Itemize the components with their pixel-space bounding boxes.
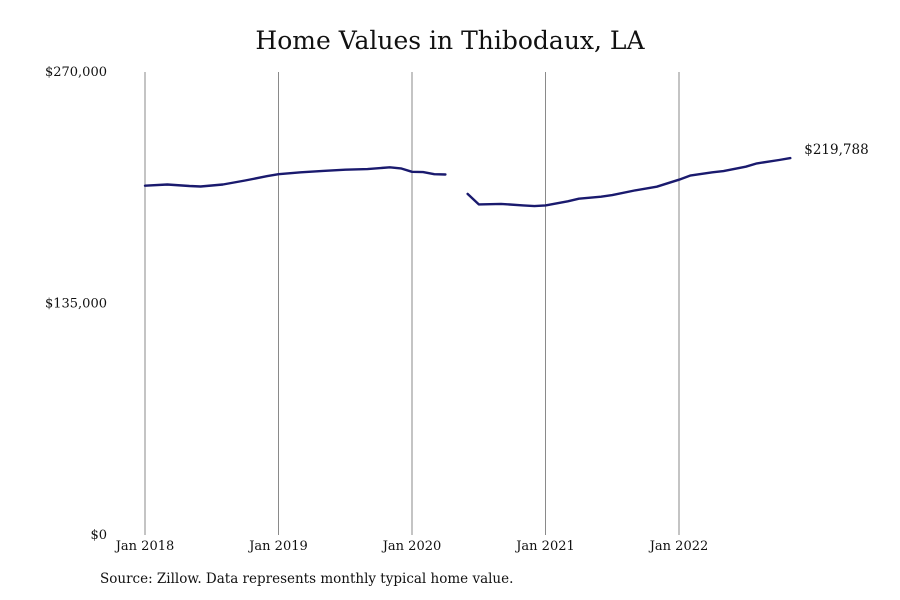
x-tick-label: Jan 2022: [648, 539, 709, 554]
end-value-label-group: $219,788: [804, 142, 868, 158]
chart-title: Home Values in Thibodaux, LA: [255, 26, 645, 55]
x-tick-label: Jan 2020: [381, 539, 442, 554]
x-tick-label: Jan 2019: [247, 539, 308, 554]
end-value-label: $219,788: [804, 142, 868, 158]
x-tick-label: Jan 2021: [514, 539, 575, 554]
x-axis-ticks: Jan 2018 Jan 2019 Jan 2020 Jan 2021 Jan 2022: [114, 539, 709, 554]
series-line-segment: [143, 166, 447, 188]
x-tick-label: Jan 2018: [114, 539, 175, 554]
y-tick-label: $135,000: [45, 297, 107, 312]
y-tick-label: $0: [90, 528, 107, 543]
series-line: [143, 156, 792, 208]
y-tick-label: $270,000: [45, 65, 107, 80]
y-axis-ticks: $0 $135,000 $270,000: [45, 65, 107, 543]
series-line-segment: [466, 156, 792, 208]
gridlines: [144, 72, 680, 535]
source-note: Source: Zillow. Data represents monthly …: [100, 571, 514, 587]
